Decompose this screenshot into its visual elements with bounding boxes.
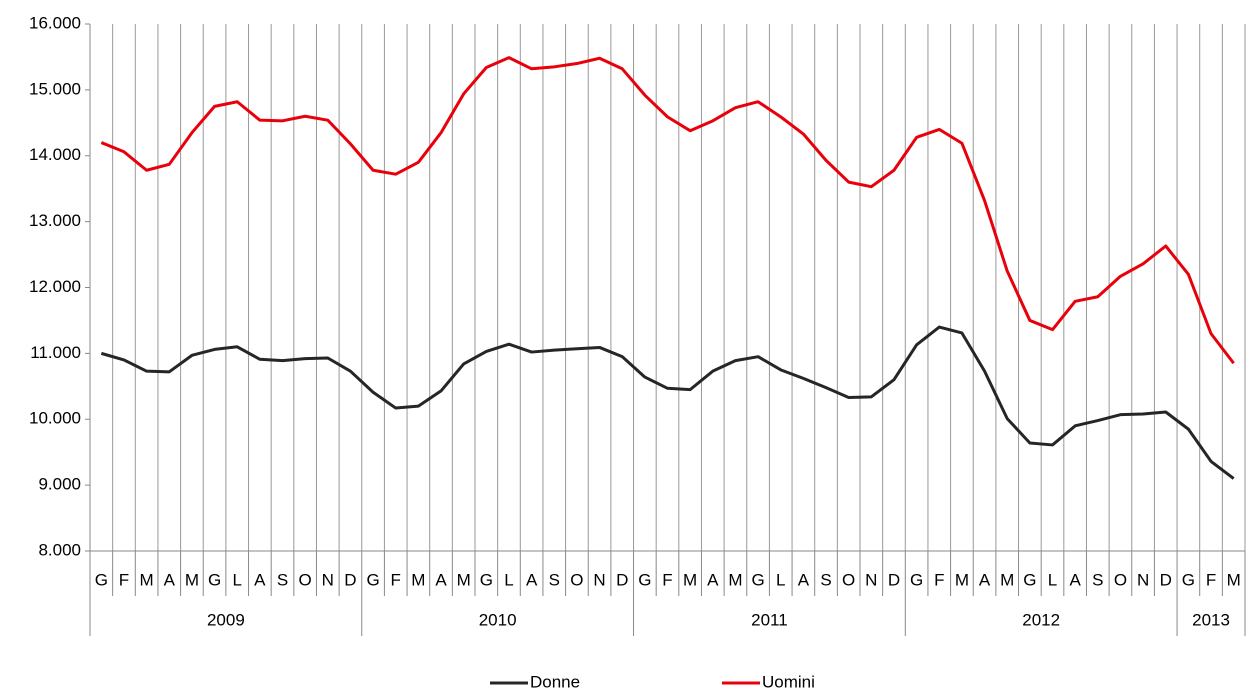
x-tick-label: D bbox=[616, 570, 628, 589]
x-tick-label: S bbox=[549, 570, 560, 589]
x-tick-label: M bbox=[728, 570, 742, 589]
x-tick-label: O bbox=[570, 570, 583, 589]
x-tick-label: N bbox=[865, 570, 877, 589]
x-tick-label: L bbox=[232, 570, 241, 589]
x-tick-label: M bbox=[140, 570, 154, 589]
x-tick-label: S bbox=[820, 570, 831, 589]
x-tick-label: M bbox=[1227, 570, 1241, 589]
x-tick-label: G bbox=[638, 570, 651, 589]
x-group-label: 2013 bbox=[1192, 610, 1230, 629]
x-tick-label: O bbox=[299, 570, 312, 589]
x-tick-label: M bbox=[457, 570, 471, 589]
x-group-label: 2011 bbox=[751, 610, 788, 629]
y-tick-label: 11.000 bbox=[30, 343, 81, 362]
x-tick-label: M bbox=[955, 570, 969, 589]
x-tick-label: A bbox=[1069, 570, 1081, 589]
series-line bbox=[100, 325, 1235, 480]
x-tick-label: M bbox=[185, 570, 199, 589]
x-tick-label: F bbox=[662, 570, 672, 589]
x-tick-label: A bbox=[164, 570, 176, 589]
x-tick-label: N bbox=[1137, 570, 1149, 589]
x-tick-label: O bbox=[842, 570, 855, 589]
x-tick-label: L bbox=[504, 570, 513, 589]
x-tick-label: F bbox=[934, 570, 944, 589]
x-tick-label: M bbox=[411, 570, 425, 589]
x-tick-label: D bbox=[888, 570, 900, 589]
y-tick-label: 16.000 bbox=[29, 13, 81, 32]
y-tick-label: 15.000 bbox=[29, 79, 81, 98]
x-tick-label: L bbox=[1048, 570, 1057, 589]
y-tick-label: 13.000 bbox=[29, 211, 81, 230]
x-tick-label: O bbox=[1114, 570, 1127, 589]
x-tick-label: G bbox=[1182, 570, 1195, 589]
x-group-label: 2012 bbox=[1022, 610, 1060, 629]
x-tick-label: S bbox=[1092, 570, 1103, 589]
x-tick-label: D bbox=[1160, 570, 1172, 589]
x-tick-label: M bbox=[1000, 570, 1014, 589]
y-tick-label: 10.000 bbox=[29, 409, 81, 428]
x-tick-label: A bbox=[435, 570, 447, 589]
x-tick-label: L bbox=[776, 570, 785, 589]
x-tick-label: N bbox=[593, 570, 605, 589]
series-line bbox=[100, 56, 1235, 365]
x-tick-label: F bbox=[391, 570, 401, 589]
x-group-label: 2009 bbox=[207, 610, 245, 629]
x-tick-label: A bbox=[526, 570, 538, 589]
x-tick-label: G bbox=[95, 570, 108, 589]
x-tick-label: F bbox=[119, 570, 129, 589]
x-tick-label: G bbox=[910, 570, 923, 589]
x-tick-label: A bbox=[254, 570, 266, 589]
x-tick-label: F bbox=[1206, 570, 1216, 589]
x-tick-label: D bbox=[344, 570, 356, 589]
legend-label: Uomini bbox=[762, 672, 815, 691]
x-tick-label: G bbox=[751, 570, 764, 589]
x-tick-label: G bbox=[366, 570, 379, 589]
x-tick-label: G bbox=[208, 570, 221, 589]
x-tick-label: A bbox=[707, 570, 719, 589]
x-group-label: 2010 bbox=[479, 610, 517, 629]
y-tick-label: 8.000 bbox=[38, 540, 81, 559]
x-tick-label: G bbox=[1023, 570, 1036, 589]
x-tick-label: A bbox=[979, 570, 991, 589]
x-tick-label: M bbox=[683, 570, 697, 589]
y-tick-label: 12.000 bbox=[29, 277, 81, 296]
legend-label: Donne bbox=[530, 672, 580, 691]
x-tick-label: G bbox=[480, 570, 493, 589]
x-tick-label: S bbox=[277, 570, 288, 589]
x-tick-label: N bbox=[322, 570, 334, 589]
x-tick-label: A bbox=[798, 570, 810, 589]
y-tick-label: 9.000 bbox=[38, 475, 81, 494]
y-tick-label: 14.000 bbox=[29, 145, 81, 164]
